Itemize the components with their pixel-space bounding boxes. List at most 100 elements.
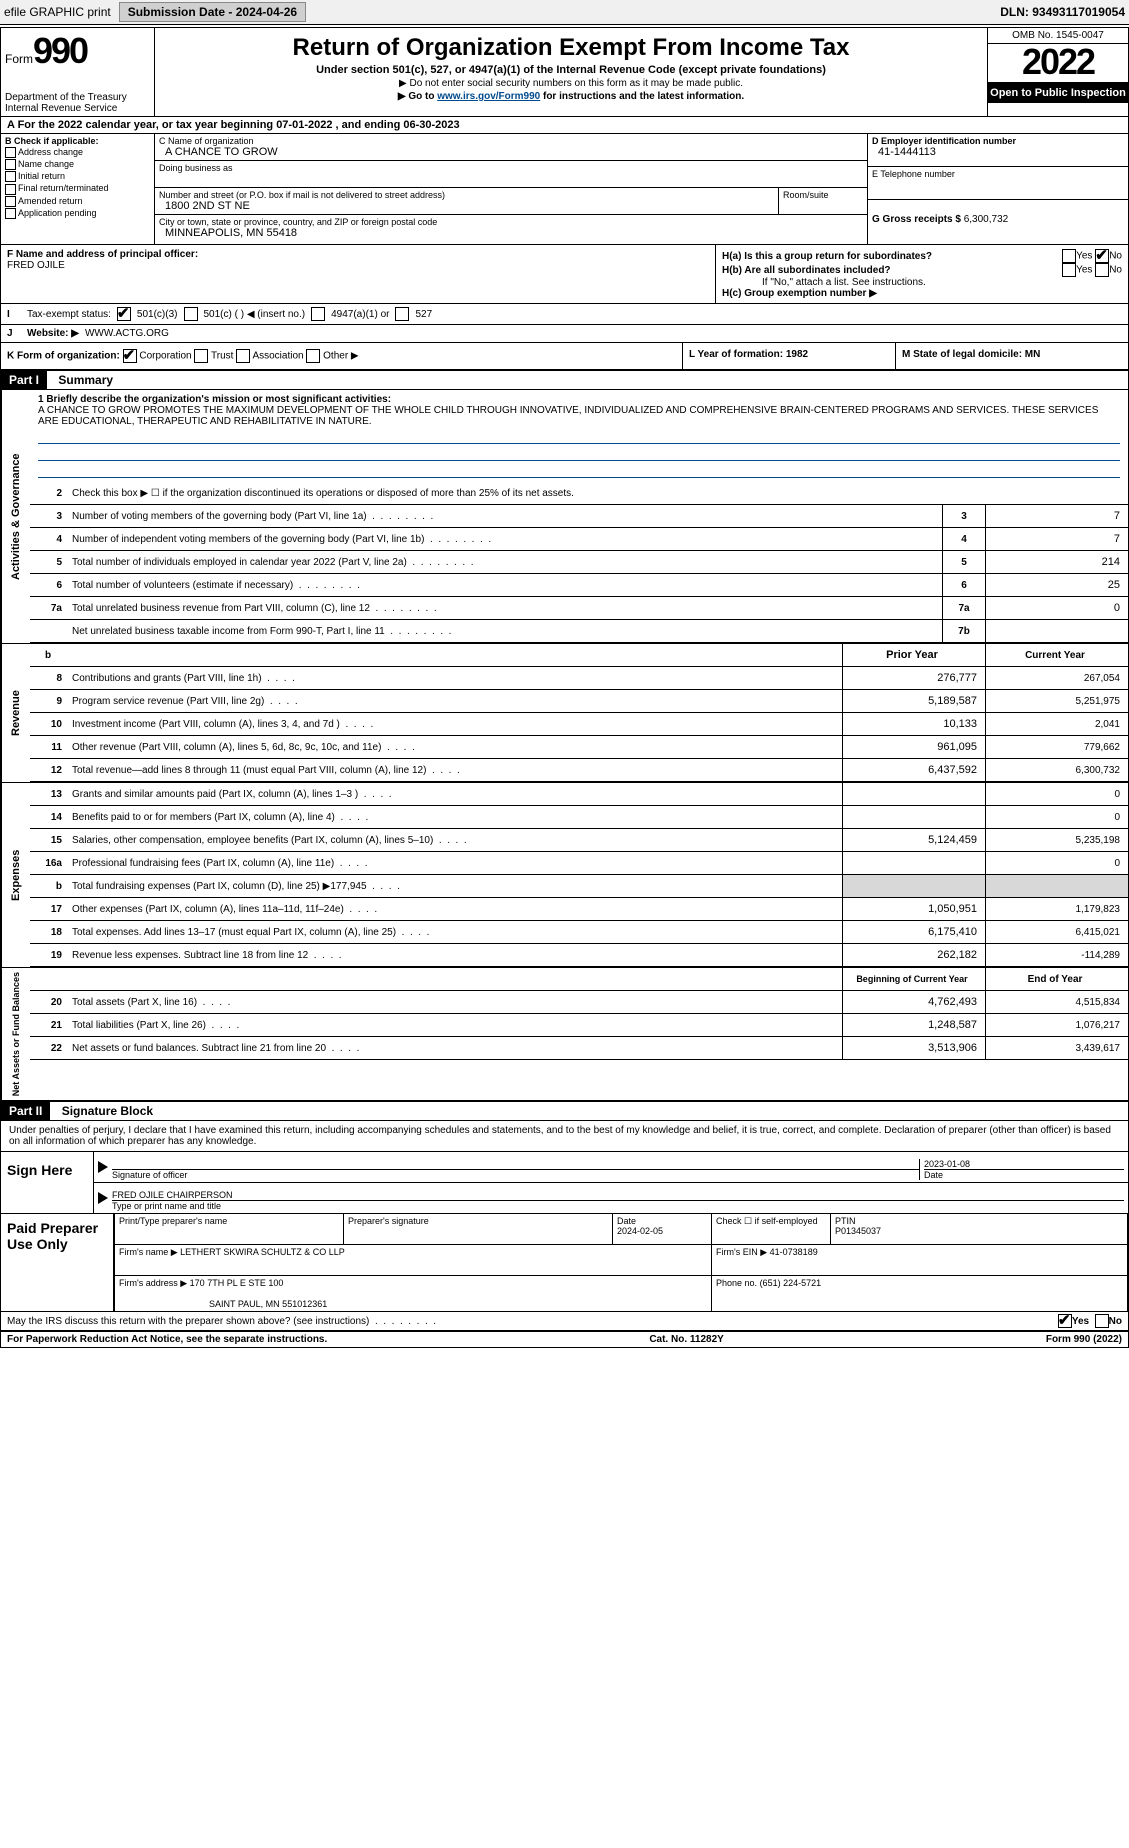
cb-501c3[interactable] [117,307,131,321]
sign-here-label: Sign Here [1,1152,94,1213]
prior-year-value [843,806,986,829]
line-box: 7b [943,620,986,643]
end-year-hdr: End of Year [986,968,1129,991]
prep-name-label: Print/Type preparer's name [119,1216,227,1226]
cb-address-change[interactable] [5,147,16,158]
netassets-table: Beginning of Current Year End of Year 20… [30,968,1128,1060]
cb-app-pending[interactable] [5,208,16,219]
row-i-tax-status: I Tax-exempt status: 501(c)(3) 501(c) ( … [1,304,1128,325]
revenue-table: b Prior Year Current Year 8 Contribution… [30,644,1128,782]
principal-officer: F Name and address of principal officer:… [1,245,716,303]
hb-no-lbl: No [1109,265,1122,276]
arrow-icon [98,1192,108,1204]
efile-topbar: efile GRAPHIC print Submission Date - 20… [0,0,1129,25]
sig-date-label: Date [924,1170,943,1180]
open-to-public: Open to Public Inspection [988,83,1128,103]
cat-no: Cat. No. 11282Y [649,1334,723,1345]
line-num [30,620,68,643]
tax-year: 2022 [988,44,1128,83]
line-value: 25 [986,574,1129,597]
line-num: 14 [30,806,68,829]
prior-year-value: 5,189,587 [843,690,986,713]
cb-association[interactable] [236,349,250,363]
cb-other[interactable] [306,349,320,363]
line-text: Program service revenue (Part VIII, line… [68,690,843,713]
row-j-website: J Website: ▶ WWW.ACTG.ORG [1,325,1128,343]
hb-no-cb[interactable] [1095,263,1109,277]
line-box: 4 [943,528,986,551]
paperwork-notice: For Paperwork Reduction Act Notice, see … [7,1334,327,1345]
q1-label: 1 Briefly describe the organization's mi… [38,394,391,405]
officer-label: F Name and address of principal officer: [7,249,198,260]
line-value [986,620,1129,643]
part1-activities: Activities & Governance 1 Briefly descri… [1,390,1128,644]
cb-amended[interactable] [5,196,16,207]
current-year-value: 5,251,975 [986,690,1129,713]
current-year-value: 2,041 [986,713,1129,736]
mission-text: A CHANCE TO GROW PROMOTES THE MAXIMUM DE… [38,405,1098,427]
form-subtitle: Under section 501(c), 527, or 4947(a)(1)… [161,64,981,76]
hb-note: If "No," attach a list. See instructions… [722,277,1122,288]
discuss-no-lbl: No [1109,1316,1122,1327]
line-box: 5 [943,551,986,574]
form-footer: For Paperwork Reduction Act Notice, see … [1,1332,1128,1347]
current-year-value: -114,289 [986,944,1129,967]
column-c: C Name of organization A CHANCE TO GROW … [155,134,867,244]
irs-link[interactable]: www.irs.gov/Form990 [437,91,540,102]
line-num: 9 [30,690,68,713]
ha-yes-lbl: Yes [1076,251,1092,262]
group-return-block: H(a) Is this a group return for subordin… [716,245,1128,303]
lbl-501c: 501(c) ( ) ◀ (insert no.) [204,309,306,320]
line-text: Total number of individuals employed in … [68,551,943,574]
gross-receipts-label: G Gross receipts $ [872,214,961,225]
sig-officer-label: Signature of officer [112,1170,187,1180]
cb-corporation[interactable] [123,349,137,363]
dba-label: Doing business as [159,163,863,173]
ha-no-cb[interactable] [1095,249,1109,263]
cb-initial-return[interactable] [5,171,16,182]
cb-trust[interactable] [194,349,208,363]
prior-year-value: 276,777 [843,667,986,690]
part2-header-row: Part II Signature Block [1,1102,1128,1121]
current-year-value: 6,415,021 [986,921,1129,944]
column-b: B Check if applicable: Address change Na… [1,134,155,244]
submission-date-btn[interactable]: Submission Date - 2024-04-26 [119,2,306,22]
hb-label: H(b) Are all subordinates included? [722,265,891,276]
prep-date-label: Date [617,1216,636,1226]
line-num: b [30,875,68,898]
header-mid: Return of Organization Exempt From Incom… [155,28,987,116]
current-year-value: 1,076,217 [986,1014,1129,1037]
prep-sig-label: Preparer's signature [348,1216,429,1226]
cb-name-change[interactable] [5,159,16,170]
cb-final-return[interactable] [5,184,16,195]
form-word: Form [5,52,33,66]
firm-name: LETHERT SKWIRA SCHULTZ & CO LLP [180,1247,345,1257]
line-text: Revenue less expenses. Subtract line 18 … [68,944,843,967]
paid-preparer-label: Paid Preparer Use Only [1,1214,114,1311]
line-text: Total unrelated business revenue from Pa… [68,597,943,620]
sidetab-activities: Activities & Governance [1,390,30,643]
discuss-no-cb[interactable] [1095,1314,1109,1328]
irs-label: Internal Revenue Service [5,103,150,114]
lbl-501c3: 501(c)(3) [137,309,178,320]
year-formation: L Year of formation: 1982 [689,349,808,360]
perjury-declaration: Under penalties of perjury, I declare th… [1,1121,1128,1152]
discuss-yes-cb[interactable] [1058,1314,1072,1328]
line-text: Investment income (Part VIII, column (A)… [68,713,843,736]
line-text: Net assets or fund balances. Subtract li… [68,1037,843,1060]
ha-yes-cb[interactable] [1062,249,1076,263]
cb-527[interactable] [395,307,409,321]
q2-text: Check this box ▶ ☐ if the organization d… [68,482,1128,505]
current-year-value: 4,515,834 [986,991,1129,1014]
hb-yes-cb[interactable] [1062,263,1076,277]
form-990-container: Form990 Department of the Treasury Inter… [0,27,1129,1348]
paid-preparer-block: Paid Preparer Use Only Print/Type prepar… [1,1214,1128,1312]
org-name-label: C Name of organization [159,136,863,146]
lbl-amended: Amended return [18,196,83,206]
cb-501c[interactable] [184,307,198,321]
prior-year-value [843,783,986,806]
line-num: 6 [30,574,68,597]
cb-4947[interactable] [311,307,325,321]
printed-name: FRED OJILE CHAIRPERSON [112,1190,1124,1201]
printed-name-label: Type or print name and title [112,1201,221,1211]
